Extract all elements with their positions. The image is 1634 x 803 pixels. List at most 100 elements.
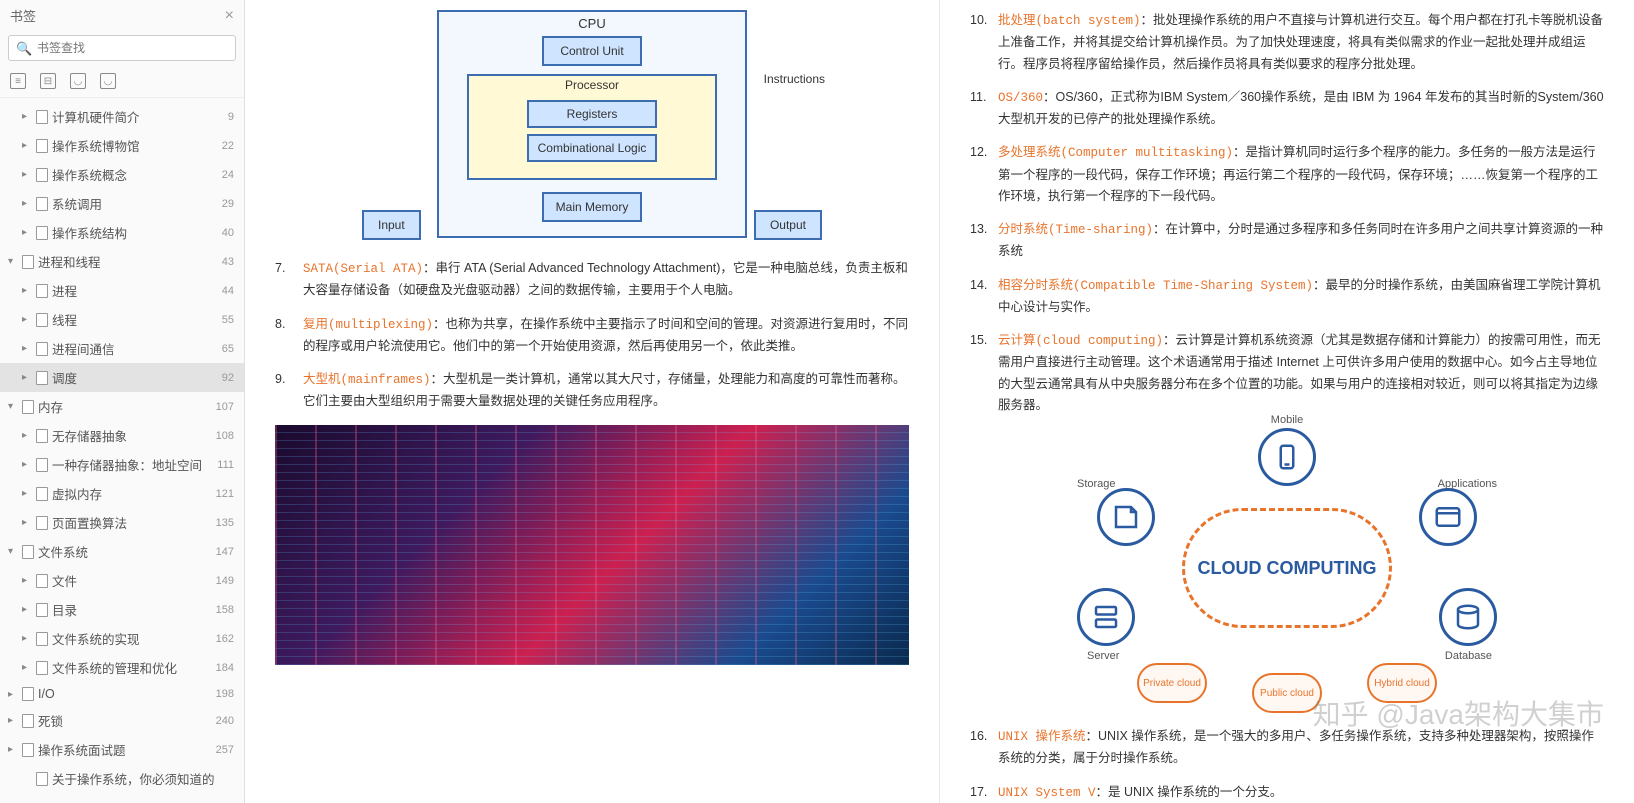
node-storage: [1097, 488, 1155, 546]
term: 批处理(batch system): [998, 14, 1141, 28]
bookmark-label: 文件系统的管理和优化: [52, 658, 177, 677]
label-server: Server: [1087, 650, 1119, 662]
definition-item: 复用(multiplexing)：也称为共享，在操作系统中主要指示了时间和空间的…: [275, 314, 909, 358]
caret-icon: ▸: [22, 430, 32, 441]
bookmark-item[interactable]: ▸一种存储器抽象：地址空间111: [0, 450, 244, 479]
document-icon: [36, 284, 48, 298]
caret-icon: ▸: [22, 575, 32, 586]
document-icon: [36, 342, 48, 356]
bookmark-item[interactable]: ▸进程间通信65: [0, 334, 244, 363]
bookmark-item[interactable]: ▸操作系统结构40: [0, 218, 244, 247]
document-content: Input Output CPU Control Unit Instructio…: [245, 0, 1634, 803]
close-icon[interactable]: ×: [225, 7, 234, 25]
bookmark-item[interactable]: ▸虚拟内存121: [0, 479, 244, 508]
bookmark-item[interactable]: ▾进程和线程43: [0, 247, 244, 276]
definition-item: SATA(Serial ATA)：串行 ATA (Serial Advanced…: [275, 258, 909, 302]
term: UNIX 操作系统: [998, 730, 1086, 744]
caret-icon: ▸: [22, 517, 32, 528]
bookmark-item[interactable]: ▸线程55: [0, 305, 244, 334]
bookmark-item[interactable]: ▸目录158: [0, 595, 244, 624]
caret-icon: ▸: [22, 198, 32, 209]
bookmark-item[interactable]: ▸文件149: [0, 566, 244, 595]
bookmark-item[interactable]: ▸死锁240: [0, 706, 244, 735]
definition-item: 分时系统(Time-sharing)：在计算中，分时是通过多程序和多任务同时在许…: [970, 219, 1604, 263]
bookmark-page: 158: [210, 604, 234, 616]
caret-icon: ▸: [22, 633, 32, 644]
document-icon: [22, 400, 34, 414]
processor-box: Processor Registers Combinational Logic: [467, 74, 717, 180]
public-cloud: Public cloud: [1252, 673, 1322, 713]
bookmark-alt-icon[interactable]: ◡: [100, 73, 116, 89]
control-unit-box: Control Unit: [542, 36, 642, 66]
search-input[interactable]: [8, 35, 236, 61]
document-icon: [22, 714, 34, 728]
term: OS/360: [998, 91, 1043, 105]
cpu-box: CPU Control Unit Instructions Processor …: [437, 10, 747, 238]
bookmark-label: 关于操作系统，你必须知道的: [52, 769, 215, 788]
bookmark-page: 55: [216, 314, 234, 326]
bookmark-page: 147: [210, 546, 234, 558]
bookmark-label: 系统调用: [52, 194, 102, 213]
page-right: 批处理(batch system)：批处理操作系统的用户不直接与计算机进行交互。…: [940, 0, 1634, 803]
bookmarks-sidebar: 书签 × 🔍 ≡ ⊟ ◡ ◡ ▸计算机硬件简介9▸操作系统博物馆22▸操作系统概…: [0, 0, 245, 803]
bookmark-item[interactable]: ▾文件系统147: [0, 537, 244, 566]
bookmark-page: 107: [210, 401, 234, 413]
caret-icon: ▸: [22, 285, 32, 296]
registers-box: Registers: [527, 100, 657, 128]
definition-list-right-2: UNIX 操作系统：UNIX 操作系统，是一个强大的多用户、多任务操作系统，支持…: [970, 726, 1604, 803]
bookmark-item[interactable]: ▸文件系统的管理和优化184: [0, 653, 244, 682]
document-icon: [36, 139, 48, 153]
definition-item: UNIX System V：是 UNIX 操作系统的一个分支。: [970, 782, 1604, 803]
bookmark-item[interactable]: ▸文件系统的实现162: [0, 624, 244, 653]
bookmark-icon[interactable]: ◡: [70, 73, 86, 89]
document-icon: [36, 772, 48, 786]
sidebar-toolbar: ≡ ⊟ ◡ ◡: [0, 65, 244, 98]
document-icon: [36, 168, 48, 182]
bookmark-item[interactable]: ▸操作系统博物馆22: [0, 131, 244, 160]
definition-item: 多处理系统(Computer multitasking)：是指计算机同时运行多个…: [970, 142, 1604, 207]
bookmark-label: 进程和线程: [38, 252, 101, 271]
bookmark-item[interactable]: ▸操作系统面试题257: [0, 735, 244, 764]
bookmark-item[interactable]: 关于操作系统，你必须知道的: [0, 764, 244, 793]
bookmark-item[interactable]: ▸I/O198: [0, 682, 244, 706]
document-icon: [36, 197, 48, 211]
term: 大型机(mainframes): [303, 373, 431, 387]
search-icon: 🔍: [16, 41, 32, 57]
bookmark-page: 240: [210, 715, 234, 727]
bookmark-page: 44: [216, 285, 234, 297]
bookmark-item[interactable]: ▸调度92: [0, 363, 244, 392]
document-icon: [36, 429, 48, 443]
document-icon: [36, 226, 48, 240]
bookmark-page: 24: [216, 169, 234, 181]
bookmark-item[interactable]: ▸页面置换算法135: [0, 508, 244, 537]
bookmark-page: 40: [216, 227, 234, 239]
caret-icon: ▸: [8, 744, 18, 755]
bookmark-item[interactable]: ▸无存储器抽象108: [0, 421, 244, 450]
bookmark-page: 135: [210, 517, 234, 529]
bookmark-item[interactable]: ▸计算机硬件简介9: [0, 102, 244, 131]
document-icon: [36, 313, 48, 327]
bookmark-item[interactable]: ▸操作系统概念24: [0, 160, 244, 189]
bookmark-label: 内存: [38, 397, 63, 416]
bookmark-item[interactable]: ▸进程44: [0, 276, 244, 305]
collapse-all-icon[interactable]: ⊟: [40, 73, 56, 89]
bookmark-page: 92: [216, 372, 234, 384]
caret-icon: ▸: [22, 343, 32, 354]
sidebar-header: 书签 ×: [0, 0, 244, 31]
document-icon: [36, 458, 48, 472]
input-box: Input: [362, 210, 421, 240]
caret-icon: ▸: [22, 459, 32, 470]
document-icon: [36, 110, 48, 124]
node-apps: [1419, 488, 1477, 546]
bookmark-label: 虚拟内存: [52, 484, 102, 503]
expand-all-icon[interactable]: ≡: [10, 73, 26, 89]
node-server: [1077, 588, 1135, 646]
processor-label: Processor: [565, 78, 619, 92]
bookmark-label: 文件系统的实现: [52, 629, 140, 648]
bookmark-page: 184: [210, 662, 234, 674]
bookmark-page: 111: [211, 459, 234, 471]
bookmark-item[interactable]: ▾内存107: [0, 392, 244, 421]
bookmark-label: 无存储器抽象: [52, 426, 127, 445]
cpu-diagram: Input Output CPU Control Unit Instructio…: [362, 10, 822, 238]
bookmark-item[interactable]: ▸系统调用29: [0, 189, 244, 218]
